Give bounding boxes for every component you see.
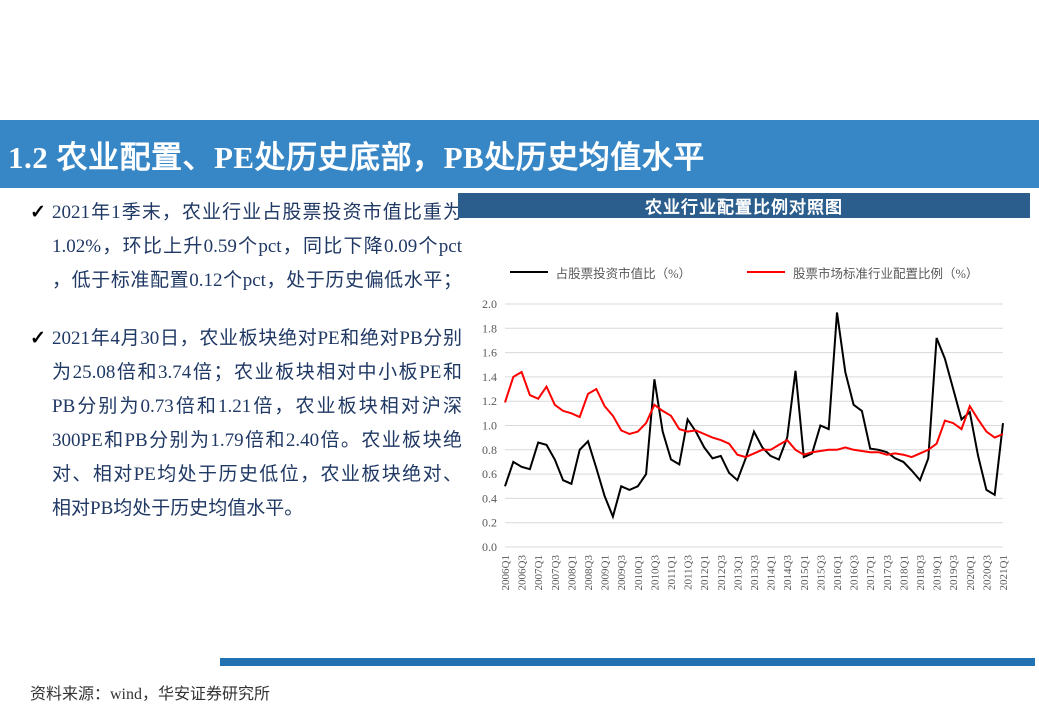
svg-text:2017Q1: 2017Q1 xyxy=(865,555,877,590)
svg-text:2009Q1: 2009Q1 xyxy=(600,555,612,590)
line-chart: 0.0 0.2 0.4 0.6 0.8 1.0 1.2 1.4 1.6 1.8 2.0 2006Q1 2… xyxy=(482,297,1010,591)
svg-text:2007Q1: 2007Q1 xyxy=(533,555,545,590)
svg-text:2019Q3: 2019Q3 xyxy=(948,555,960,591)
bullet-line: 为25.08倍和3.74倍；农业板块相对中小板PE和 xyxy=(52,362,462,383)
bullet-list: ✓ 2021年1季末，农业行业占股票投资市值比重为 1.02%，环比上升0.59… xyxy=(30,196,462,550)
svg-text:2012Q1: 2012Q1 xyxy=(699,555,711,590)
svg-text:2014Q1: 2014Q1 xyxy=(766,555,778,590)
svg-text:2008Q1: 2008Q1 xyxy=(566,555,578,590)
svg-text:0.2: 0.2 xyxy=(482,516,497,530)
svg-text:2012Q3: 2012Q3 xyxy=(716,555,728,591)
svg-text:1.8: 1.8 xyxy=(482,321,497,335)
bullet-line: 1.02%，环比上升0.59个pct，同比下降0.09个pct xyxy=(52,236,462,257)
source-note: 资料来源：wind，华安证券研究所 xyxy=(30,686,271,703)
bullet-text: 2021年4月30日，农业板块绝对PE和绝对PB分别 为25.08倍和3.74倍… xyxy=(52,322,462,526)
bullet-line: 300PE和PB分别为1.79倍和2.40倍。农业板块绝 xyxy=(52,430,462,451)
checkmark-icon: ✓ xyxy=(30,328,46,349)
svg-text:1.0: 1.0 xyxy=(482,419,497,433)
svg-text:2013Q1: 2013Q1 xyxy=(732,555,744,590)
legend-line-icon xyxy=(747,271,785,273)
bullet-line: 2021年4月30日，农业板块绝对PE和绝对PB分别 xyxy=(52,328,462,349)
svg-text:0.4: 0.4 xyxy=(482,491,497,505)
svg-text:1.4: 1.4 xyxy=(482,370,497,384)
bullet-item: ✓ 2021年4月30日，农业板块绝对PE和绝对PB分别 为25.08倍和3.7… xyxy=(30,322,462,526)
svg-text:0.6: 0.6 xyxy=(482,467,497,481)
svg-text:0.0: 0.0 xyxy=(482,540,497,554)
svg-text:2010Q1: 2010Q1 xyxy=(633,555,645,590)
svg-text:2015Q3: 2015Q3 xyxy=(815,555,827,591)
svg-text:2011Q3: 2011Q3 xyxy=(683,555,695,591)
footer-accent-bar xyxy=(220,658,1035,666)
legend-item: 股票市场标准行业配置比例（%） xyxy=(747,263,978,282)
bullet-item: ✓ 2021年1季末，农业行业占股票投资市值比重为 1.02%，环比上升0.59… xyxy=(30,196,462,298)
svg-text:2020Q1: 2020Q1 xyxy=(965,555,977,590)
legend-label: 占股票投资市值比（%） xyxy=(555,266,691,281)
svg-text:2008Q3: 2008Q3 xyxy=(583,555,595,591)
bullet-line: 对、相对PE均处于历史低位，农业板块绝对、 xyxy=(52,464,462,485)
svg-text:2020Q3: 2020Q3 xyxy=(981,555,993,591)
svg-text:2009Q3: 2009Q3 xyxy=(616,555,628,591)
svg-text:2016Q3: 2016Q3 xyxy=(849,555,861,591)
svg-text:2015Q1: 2015Q1 xyxy=(799,555,811,590)
svg-text:2006Q1: 2006Q1 xyxy=(500,555,512,590)
svg-text:1.2: 1.2 xyxy=(482,394,497,408)
bullet-line: ，低于标准配置0.12个pct，处于历史偏低水平； xyxy=(52,270,462,291)
chart-title: 农业行业配置比例对照图 xyxy=(645,198,843,217)
svg-text:2021Q1: 2021Q1 xyxy=(998,555,1010,590)
chart-title-bar: 农业行业配置比例对照图 xyxy=(458,193,1030,218)
svg-text:2.0: 2.0 xyxy=(482,297,497,311)
chart-legend: 占股票投资市值比（%） 股票市场标准行业配置比例（%） xyxy=(458,260,1030,284)
bullet-line: 相对PB均处于历史均值水平。 xyxy=(52,498,304,519)
page-title: 1.2 农业配置、PE处历史底部，PB处历史均值水平 xyxy=(8,139,705,175)
svg-text:2018Q3: 2018Q3 xyxy=(915,555,927,591)
bullet-line: 2021年1季末，农业行业占股票投资市值比重为 xyxy=(52,202,462,223)
svg-text:2013Q3: 2013Q3 xyxy=(749,555,761,591)
svg-text:0.8: 0.8 xyxy=(482,443,497,457)
legend-item: 占股票投资市值比（%） xyxy=(509,263,691,282)
bullet-line: PB分别为0.73倍和1.21倍，农业板块相对沪深 xyxy=(52,396,462,417)
svg-text:2016Q1: 2016Q1 xyxy=(832,555,844,590)
slide-title-bar: 1.2 农业配置、PE处历史底部，PB处历史均值水平 xyxy=(0,120,1039,188)
checkmark-icon: ✓ xyxy=(30,202,46,223)
svg-text:2011Q1: 2011Q1 xyxy=(666,555,678,590)
svg-text:2018Q1: 2018Q1 xyxy=(898,555,910,590)
legend-label: 股票市场标准行业配置比例（%） xyxy=(793,266,979,281)
svg-text:2007Q3: 2007Q3 xyxy=(550,555,562,591)
svg-text:2006Q3: 2006Q3 xyxy=(517,555,529,591)
svg-text:2019Q1: 2019Q1 xyxy=(932,555,944,590)
legend-line-icon xyxy=(509,271,548,273)
svg-text:2014Q3: 2014Q3 xyxy=(782,555,794,591)
svg-text:2017Q3: 2017Q3 xyxy=(882,555,894,591)
bullet-text: 2021年1季末，农业行业占股票投资市值比重为 1.02%，环比上升0.59个p… xyxy=(52,196,462,298)
svg-text:2010Q3: 2010Q3 xyxy=(649,555,661,591)
svg-text:1.6: 1.6 xyxy=(482,346,497,360)
